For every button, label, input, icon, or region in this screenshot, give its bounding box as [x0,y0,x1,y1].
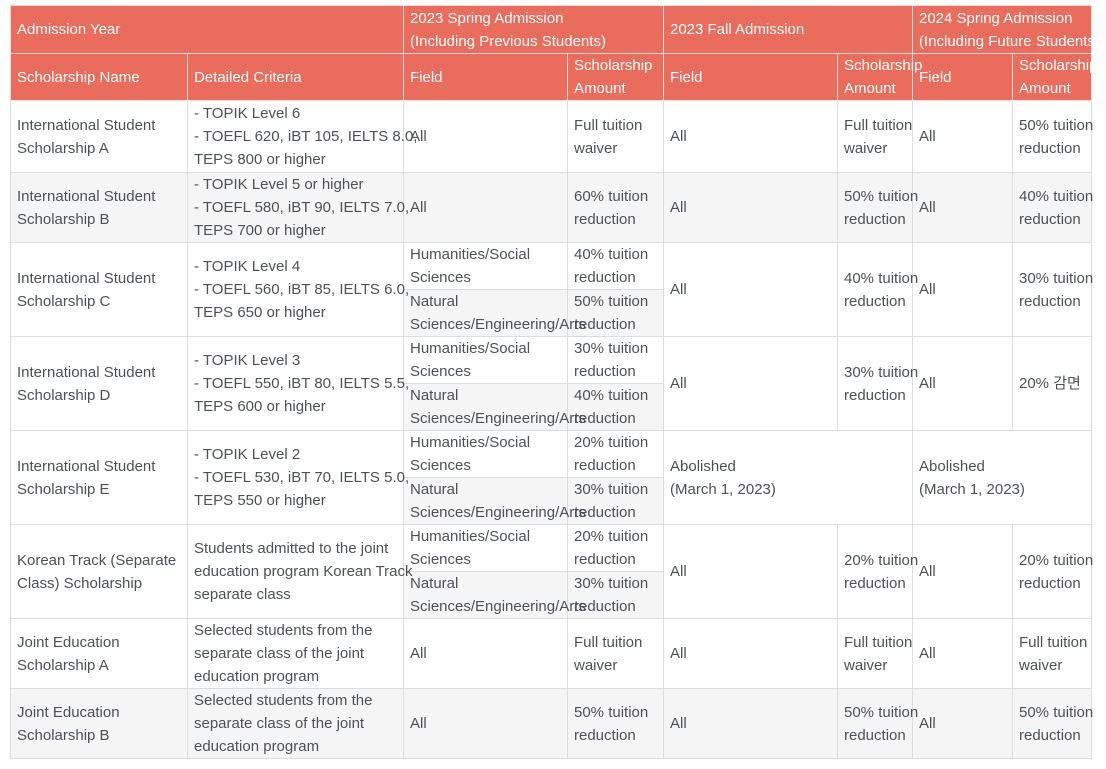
field-cell: Natural Sciences/Engineering/Arts [403,571,586,619]
field-cell: All [403,100,568,173]
amount-cell: 20% tuition reduction [1012,524,1093,619]
amount-cell: 30% tuition reduction [567,477,664,525]
amount-cell: 30% tuition reduction [567,336,664,384]
table-row: Korean Track (Separate Class) Scholarshi… [10,524,1093,619]
field-cell: Natural Sciences/Engineering/Arts [403,383,586,431]
scholarship-name-header: Scholarship Name [10,53,188,101]
amount-cell: 50% tuition reduction [1012,100,1093,173]
field-cell: Humanities/Social Sciences [403,242,568,290]
field-cell: All [663,618,838,689]
table-row: International Student Scholarship A - TO… [10,100,1093,173]
scholarship-name-cell: Joint Education Scholarship A [10,618,188,689]
field-cell: All [663,242,838,337]
field-cell: All [912,100,1013,173]
field-cell: All [912,688,1013,759]
amount-cell: Full tuition waiver [837,100,913,173]
abolished-cell: Abolished (March 1, 2023) [912,430,1092,525]
scholarship-name-cell: International Student Scholarship C [10,242,188,337]
field-cell: Humanities/Social Sciences [403,336,568,384]
field-cell: All [403,172,568,243]
amount-cell: 50% tuition reduction [837,688,918,759]
table-row: Natural Sciences/Engineering/Arts 40% tu… [11,383,1092,431]
amount-cell: 50% tuition reduction [567,289,664,337]
amount-cell: Full tuition waiver [567,618,664,689]
field-cell: All [663,172,838,243]
amount-cell: 40% tuition reduction [1012,172,1093,243]
criteria-cell: - TOPIK Level 2 - TOEFL 530, iBT 70, IEL… [187,430,409,525]
amount-cell: 20% tuition reduction [837,524,918,619]
criteria-cell: - TOPIK Level 6 - TOEFL 620, iBT 105, IE… [187,100,417,173]
spring-2024-group-header: 2024 Spring Admission (Including Future … [912,5,1100,54]
field-cell: All [912,524,1013,619]
amount-cell: 20% tuition reduction [567,524,664,572]
field-header-spring-2023: Field [403,53,568,101]
scholarship-name-cell: Korean Track (Separate Class) Scholarshi… [10,524,188,619]
criteria-cell: - TOPIK Level 3 - TOEFL 550, iBT 80, IEL… [187,336,409,431]
criteria-cell: Selected students from the separate clas… [187,688,404,759]
criteria-cell: - TOPIK Level 5 or higher - TOEFL 580, i… [187,172,409,243]
detailed-criteria-header: Detailed Criteria [187,53,404,101]
amount-cell: 50% tuition reduction [1012,688,1093,759]
field-cell: All [663,688,838,759]
spring-2023-group-header: 2023 Spring Admission (Including Previou… [403,5,664,54]
criteria-cell: Students admitted to the joint education… [187,524,412,619]
table-row: Natural Sciences/Engineering/Arts 50% tu… [11,289,1092,337]
amount-cell: 50% tuition reduction [567,688,664,759]
field-cell: All [912,242,1013,337]
field-cell: All [663,524,838,619]
amount-header-spring-2023: Scholarship Amount [567,53,664,101]
amount-cell: 40% tuition reduction [837,242,918,337]
amount-cell: 40% tuition reduction [567,242,664,290]
table-row: Joint Education Scholarship A Selected s… [10,618,1092,689]
field-cell: All [403,618,568,689]
criteria-cell: Selected students from the separate clas… [187,618,404,689]
field-cell: Humanities/Social Sciences [403,524,568,572]
field-header-fall-2023: Field [663,53,838,101]
amount-cell: 20% tuition reduction [567,430,664,478]
scholarship-name-cell: International Student Scholarship A [10,100,188,173]
table-row: International Student Scholarship C - TO… [10,242,1093,337]
amount-cell: 30% tuition reduction [1012,242,1093,337]
field-cell: Natural Sciences/Engineering/Arts [403,477,586,525]
criteria-cell: - TOPIK Level 4 - TOEFL 560, iBT 85, IEL… [187,242,409,337]
field-cell: All [912,336,1013,431]
field-cell: All [663,336,838,431]
amount-cell: Full tuition waiver [837,618,913,689]
table-row: International Student Scholarship E - TO… [10,430,1092,525]
amount-cell: Full tuition waiver [567,100,664,173]
amount-cell: 40% tuition reduction [567,383,664,431]
scholarship-table: Admission Year 2023 Spring Admission (In… [10,5,1100,759]
field-cell: All [403,688,568,759]
field-cell: All [663,100,838,173]
field-cell: Humanities/Social Sciences [403,430,568,478]
scholarship-name-cell: International Student Scholarship E [10,430,188,525]
amount-cell: 20% 감면 [1012,336,1092,431]
scholarship-name-cell: International Student Scholarship B [10,172,188,243]
amount-header-spring-2024: Scholarship Amount [1012,53,1097,101]
amount-header-fall-2023: Scholarship Amount [837,53,922,101]
scholarship-name-cell: International Student Scholarship D [10,336,188,431]
table-row: Joint Education Scholarship B Selected s… [10,688,1093,759]
field-cell: All [912,172,1013,243]
scholarship-name-cell: Joint Education Scholarship B [10,688,188,759]
table-row: International Student Scholarship B - TO… [10,172,1093,243]
amount-cell: 60% tuition reduction [567,172,664,243]
table-row: Natural Sciences/Engineering/Arts 30% tu… [11,477,1092,525]
header-row-groups: Admission Year 2023 Spring Admission (In… [10,5,1100,54]
amount-cell: 30% tuition reduction [837,336,918,431]
header-row-columns: Scholarship Name Detailed Criteria Field… [10,53,1097,101]
amount-cell: 50% tuition reduction [837,172,918,243]
admission-year-header: Admission Year [10,5,404,54]
field-cell: Natural Sciences/Engineering/Arts [403,289,586,337]
table-row: International Student Scholarship D - TO… [10,336,1092,431]
fall-2023-group-header: 2023 Fall Admission [663,5,913,54]
field-cell: All [912,618,1013,689]
amount-cell: Full tuition waiver [1012,618,1092,689]
abolished-cell: Abolished (March 1, 2023) [663,430,913,525]
field-header-spring-2024: Field [912,53,1013,101]
amount-cell: 30% tuition reduction [567,571,664,619]
